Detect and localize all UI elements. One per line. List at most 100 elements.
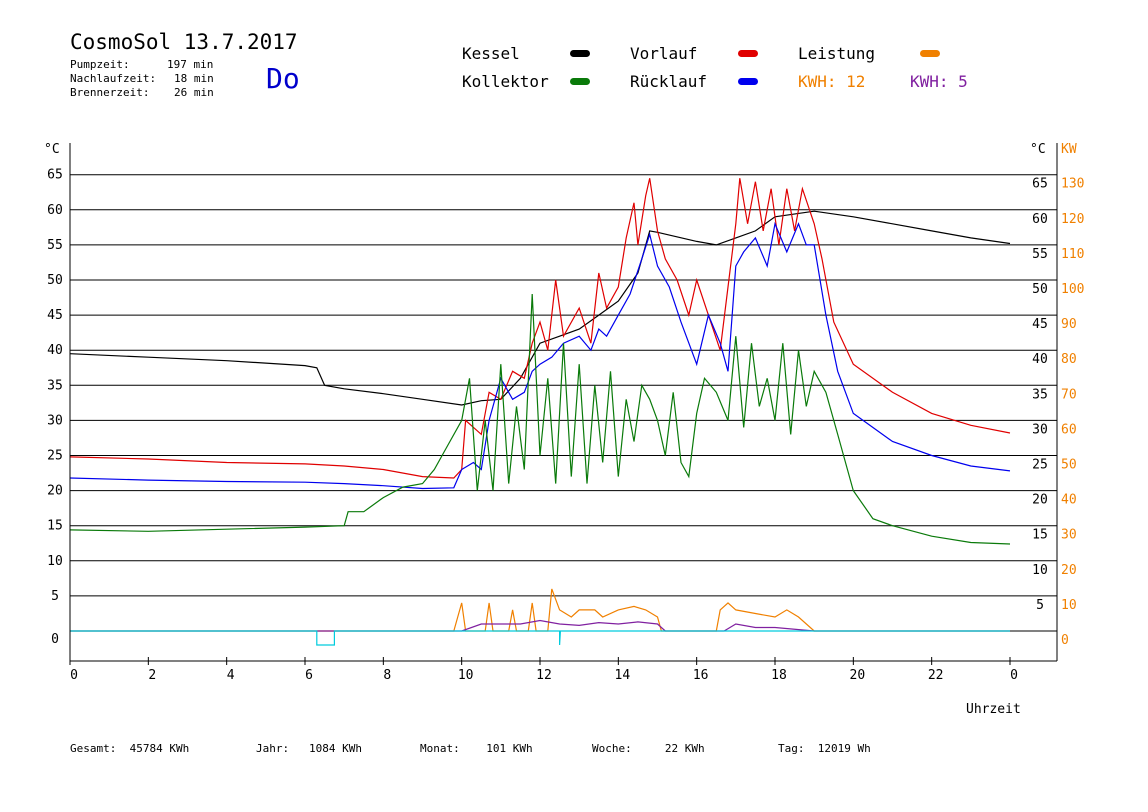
y-tick-label-right-power: 120 [1061,212,1084,227]
chart-axes [69,143,1058,665]
legend-kollektor-swatch [570,78,590,85]
y-tick-label-left: 55 [47,238,63,253]
legend-leistung-swatch [920,50,940,57]
x-tick-label: 8 [383,668,391,683]
weekday-label: Do [266,62,300,95]
stat-pumpzeit-label: Pumpzeit: [70,58,130,71]
series-line-leistung [70,588,1010,632]
y-tick-label-left: 60 [47,203,63,218]
x-tick-label: 12 [536,668,552,683]
chart-series [69,178,1011,646]
y-tick-label-right-temp: 30 [1032,422,1048,437]
y-tick-label-left: 15 [47,519,63,534]
x-tick-label: 0 [1010,668,1018,683]
y-tick-label-left: 45 [47,308,63,323]
y-tick-label-left: 0 [51,632,59,647]
y-tick-label-left: 25 [47,449,63,464]
stat-nachlaufzeit-label: Nachlaufzeit: [70,72,157,85]
footer-woche-label: Woche: [592,742,632,755]
y-tick-label-right-temp: 25 [1032,458,1048,473]
y-tick-label-right-temp: 35 [1032,387,1048,402]
legend-kwh2-value: 5 [958,72,968,91]
y-tick-label-right-temp: 15 [1032,528,1048,543]
y-tick-label-right-temp: 60 [1032,212,1048,227]
legend-leistung-label: Leistung [798,44,876,63]
y-axis-right-power-unit: KW [1061,142,1077,157]
y-tick-label-left: 20 [47,484,63,499]
stat-brennerzeit-value: 26 min [174,86,214,99]
chart-grid [70,174,1057,632]
footer-jahr-value: 1084 KWh [309,742,362,755]
x-axis-label: Uhrzeit [966,702,1021,717]
y-tick-label-right-temp: 55 [1032,247,1048,262]
y-tick-label-right-temp: 40 [1032,352,1048,367]
y-tick-label-right-power: 70 [1061,387,1077,402]
series-line-rücklauf [69,221,1011,490]
footer-tag-label: Tag: [778,742,805,755]
y-tick-label-right-temp: 10 [1032,563,1048,578]
page-title: CosmoSol 13.7.2017 [70,30,298,54]
legend-kessel-label: Kessel [462,44,520,63]
y-tick-label-right-temp: 50 [1032,282,1048,297]
legend-kwh1-value: 12 [846,72,866,91]
y-tick-label-right-power: 90 [1061,317,1077,332]
y-tick-label-right-power: 100 [1061,282,1084,297]
x-tick-label: 14 [615,668,631,683]
y-tick-label-right-power: 110 [1061,247,1084,262]
footer-gesamt-label: Gesamt: [70,742,117,755]
x-tick-label: 18 [771,668,787,683]
x-tick-label: 22 [928,668,944,683]
x-tick-label: 0 [70,668,78,683]
footer-gesamt: Gesamt: 45784 KWh [70,742,189,755]
legend-kwh1: KWH: 12 [798,72,865,91]
y-tick-label-left: 30 [47,413,63,428]
y-tick-label-right-power: 80 [1061,352,1077,367]
legend-kollektor-label: Kollektor [462,72,549,91]
footer-jahr: Jahr: 1084 KWh [256,742,362,755]
x-tick-label: 4 [227,668,235,683]
legend-vorlauf-swatch [738,50,758,57]
y-axis-right-temp-unit: °C [1030,142,1046,157]
y-tick-label-right-temp: 65 [1032,177,1048,192]
x-tick-label: 16 [693,668,709,683]
footer-monat: Monat: 101 KWh [420,742,533,755]
footer-monat-value: 101 KWh [486,742,533,755]
legend-ruecklauf-label: Rücklauf [630,72,708,91]
footer-gesamt-value: 45784 KWh [129,742,190,755]
footer-tag-value: 12019 Wh [817,742,871,755]
y-tick-label-left: 10 [47,554,63,569]
legend-kessel-swatch [570,50,590,57]
y-tick-label-left: 5 [51,589,59,604]
series-line-kessel [69,210,1011,406]
chart-labels: 0510152025303540455055606551015202530354… [47,168,1084,683]
footer-jahr-label: Jahr: [256,742,290,755]
stat-nachlaufzeit-value: 18 min [174,72,214,85]
legend-kwh2: KWH: 5 [910,72,968,91]
y-tick-label-right-temp: 45 [1032,317,1048,332]
series-line-leistung-2 [70,619,1010,632]
y-tick-label-right-power: 130 [1061,177,1084,192]
y-tick-label-right-temp: 5 [1036,598,1044,613]
y-tick-label-right-power: 60 [1061,422,1077,437]
footer-tag: Tag: 12019 Wh [778,742,871,755]
series-line-pumpe [70,630,1010,646]
y-tick-label-right-power: 30 [1061,528,1077,543]
y-tick-label-right-power: 20 [1061,563,1077,578]
x-tick-label: 20 [850,668,866,683]
x-tick-label: 10 [458,668,474,683]
y-tick-label-right-power: 10 [1061,598,1077,613]
stat-brennerzeit-label: Brennerzeit: [70,86,150,99]
y-tick-label-left: 40 [47,343,63,358]
y-axis-left-unit: °C [44,142,60,157]
y-tick-label-left: 65 [47,168,63,183]
y-tick-label-right-power: 50 [1061,458,1077,473]
legend-kwh2-label: KWH: [910,72,949,91]
y-tick-label-left: 35 [47,378,63,393]
stat-pumpzeit-value: 197 min [167,58,214,71]
legend-ruecklauf-swatch [738,78,758,85]
legend-kwh1-label: KWH: [798,72,837,91]
x-tick-label: 6 [305,668,313,683]
series-line-vorlauf [69,178,1011,479]
legend-vorlauf-label: Vorlauf [630,44,698,63]
